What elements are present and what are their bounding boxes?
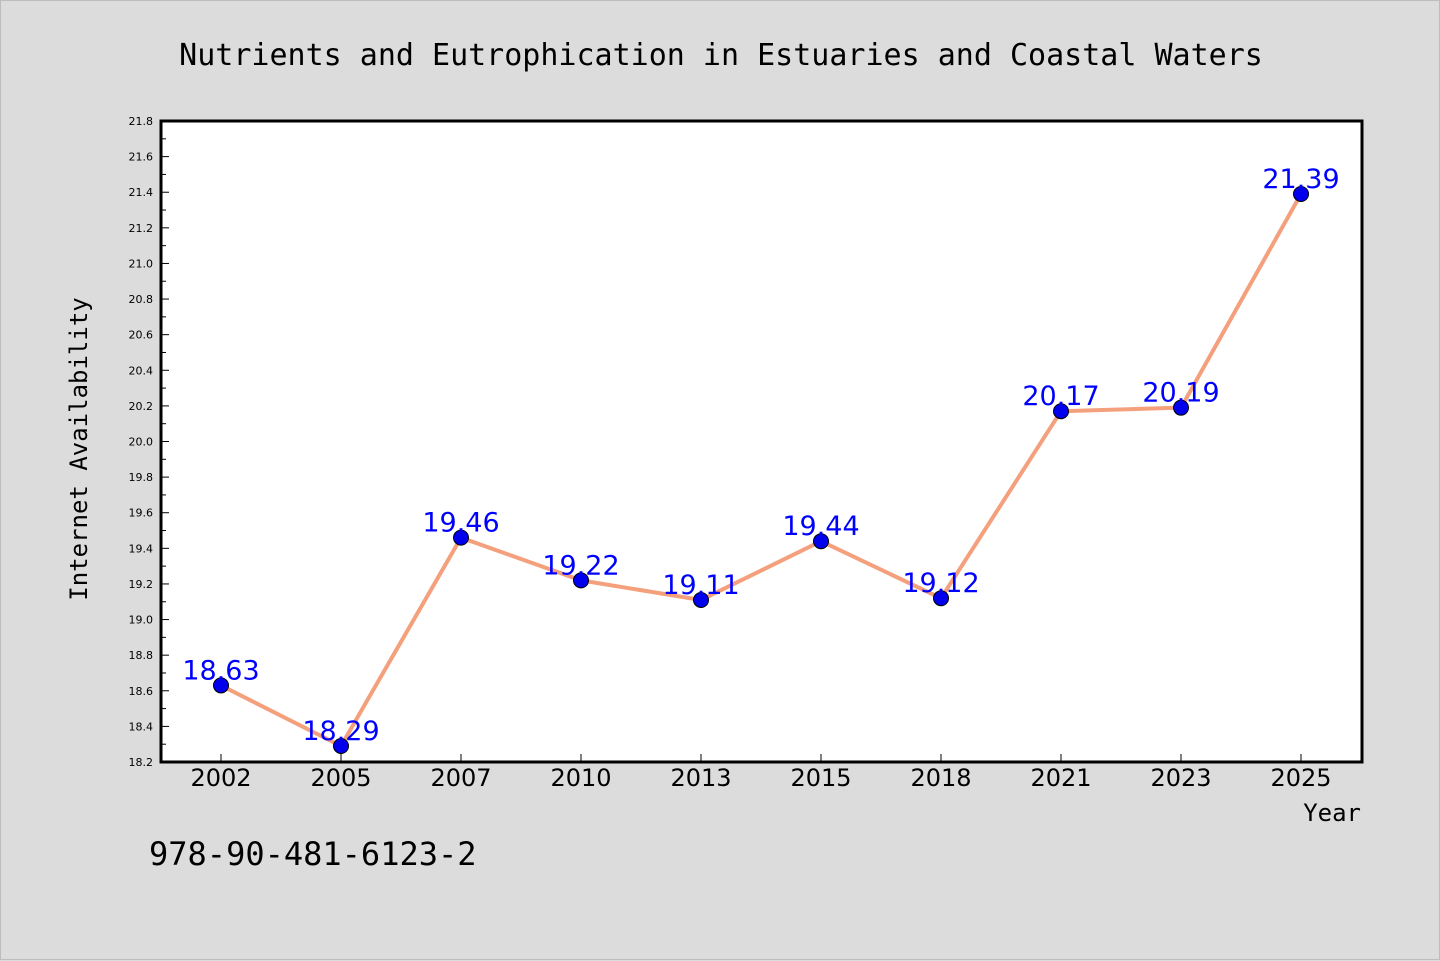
data-point	[1173, 399, 1189, 416]
y-tick-label: 19.0	[129, 614, 154, 627]
y-tick-label: 20.0	[129, 436, 154, 449]
x-tick-label: 2007	[430, 764, 491, 792]
data-label: 18.29	[302, 716, 379, 747]
x-tick-label: 2018	[910, 764, 971, 792]
data-point	[933, 590, 949, 607]
y-axis-label: Internet Availability	[65, 297, 93, 600]
x-tick-label: 2002	[190, 764, 251, 792]
data-point	[333, 737, 349, 754]
x-tick-label: 2015	[790, 764, 851, 792]
series-layer: 18.63 18.29 19.46 19.22 19.11 19.44 19.12 20.17…	[182, 164, 1340, 754]
y-tick-label: 19.2	[129, 578, 154, 591]
isbn-annotation: 978-90-481-6123-2	[149, 835, 477, 873]
y-tick-label: 19.6	[129, 507, 154, 520]
data-label: 18.63	[182, 655, 259, 686]
data-label: 20.19	[1142, 378, 1219, 409]
x-tick-label: 2025	[1270, 764, 1331, 792]
y-tick-label: 21.0	[129, 257, 154, 270]
data-point	[1293, 186, 1309, 203]
y-tick-label: 20.6	[129, 329, 154, 342]
y-tick-label: 19.8	[129, 471, 154, 484]
data-label: 21.39	[1262, 164, 1339, 195]
data-point	[573, 572, 589, 589]
y-tick-label: 21.4	[129, 186, 154, 199]
y-tick-label: 20.2	[129, 400, 154, 413]
y-axis: 18.2 18.4 18.6 18.8 19.0 19.2 19.4 19.6 19.8 20.0…	[129, 115, 169, 769]
data-point	[453, 529, 469, 546]
data-point	[693, 591, 709, 608]
data-label: 20.17	[1022, 381, 1099, 412]
data-label: 19.44	[782, 511, 859, 542]
series-line	[220, 193, 1303, 748]
y-tick-label: 18.2	[129, 756, 154, 769]
data-point	[213, 677, 229, 694]
data-label: 19.22	[542, 550, 619, 581]
plot-area	[159, 119, 1364, 764]
y-tick-label: 20.4	[129, 364, 154, 377]
data-point	[813, 533, 829, 550]
data-label: 19.46	[422, 508, 499, 539]
y-tick-label: 18.6	[129, 685, 154, 698]
data-label: 19.11	[662, 570, 739, 601]
x-tick-label: 2013	[670, 764, 731, 792]
x-axis-label: Year	[1303, 799, 1361, 827]
y-tick-label: 18.4	[129, 720, 154, 733]
y-tick-label: 21.6	[129, 151, 154, 164]
data-label: 19.12	[902, 568, 979, 599]
y-tick-label: 21.2	[129, 222, 154, 235]
x-axis: 2002 2005 2007 2010 2013 2015 2018 2021 2023 2025	[190, 754, 1332, 792]
x-tick-label: 2005	[310, 764, 371, 792]
x-tick-label: 2010	[550, 764, 611, 792]
data-point	[1053, 403, 1069, 420]
y-tick-label: 21.8	[129, 115, 154, 128]
x-tick-label: 2021	[1030, 764, 1091, 792]
x-tick-label: 2023	[1150, 764, 1211, 792]
y-tick-label: 18.8	[129, 649, 154, 662]
y-tick-label: 20.8	[129, 293, 154, 306]
y-tick-label: 19.4	[129, 542, 154, 555]
chart-title: Nutrients and Eutrophication in Estuarie…	[179, 38, 1263, 73]
